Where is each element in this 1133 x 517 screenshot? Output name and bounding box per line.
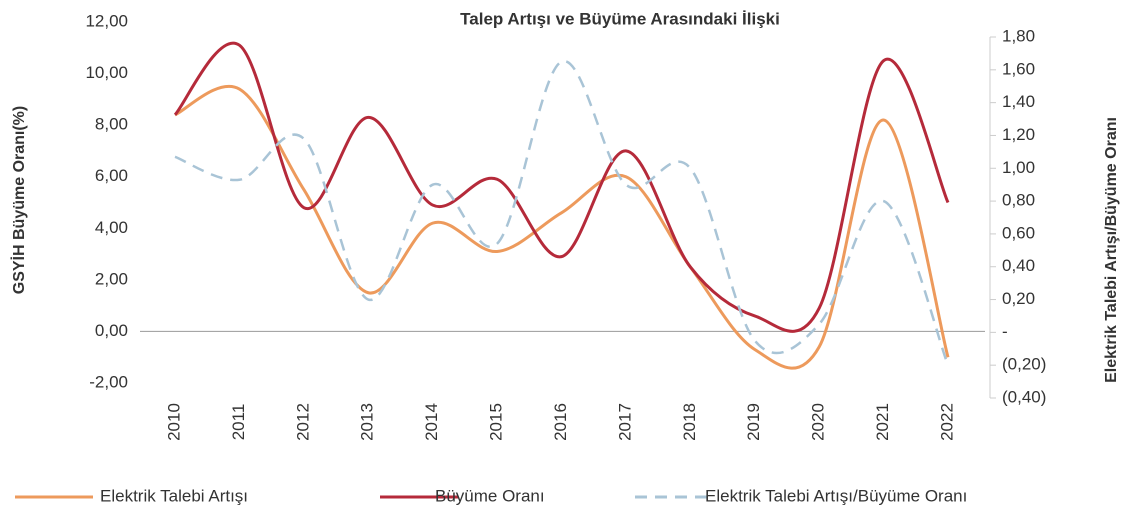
y2-tick-label: - [1002, 322, 1008, 341]
x-tick-label: 2019 [744, 403, 763, 441]
y-tick-label: 6,00 [95, 166, 128, 185]
x-tick-label: 2013 [358, 403, 377, 441]
x-tick-label: 2017 [615, 403, 634, 441]
chart-title: Talep Artışı ve Büyüme Arasındaki İlişki [460, 9, 780, 28]
y-tick-label: 0,00 [95, 321, 128, 340]
y2-tick-label: 0,20 [1002, 289, 1035, 308]
y2-tick-label: 1,60 [1002, 59, 1035, 78]
y2-tick-label: 0,40 [1002, 256, 1035, 275]
x-tick-label: 2015 [487, 403, 506, 441]
y2-tick-label: 1,80 [1002, 26, 1035, 45]
legend-label: Elektrik Talebi Artışı/Büyüme Oranı [705, 486, 967, 505]
x-tick-label: 2018 [680, 403, 699, 441]
x-tick-label: 2012 [293, 403, 312, 441]
y2-tick-label: 0,60 [1002, 223, 1035, 242]
y2-axis-title: Elektrik Talebi Artışı/Büyüme Oranı [1103, 117, 1120, 383]
y-tick-label: 8,00 [95, 115, 128, 134]
series-line [173, 41, 950, 333]
y2-tick-label: 1,00 [1002, 158, 1035, 177]
x-tick-label: 2011 [229, 404, 248, 441]
y-tick-label: -2,00 [89, 372, 128, 391]
y2-tick-label: 1,40 [1002, 92, 1035, 111]
series-line [174, 60, 950, 366]
x-tick-label: 2021 [873, 403, 892, 441]
y-tick-label: 2,00 [95, 269, 128, 288]
y-tick-label: 10,00 [85, 63, 128, 82]
legend-label: Elektrik Talebi Artışı [100, 486, 248, 505]
series-line [174, 85, 950, 370]
y-tick-label: 12,00 [85, 11, 128, 30]
x-tick-label: 2014 [422, 403, 441, 441]
x-tick-label: 2016 [551, 403, 570, 441]
y2-tick-label: (0,40) [1002, 387, 1046, 406]
y2-tick-label: (0,20) [1002, 355, 1046, 374]
y-tick-label: 4,00 [95, 218, 128, 237]
x-tick-label: 2022 [937, 403, 956, 441]
legend-label: Büyüme Oranı [435, 486, 545, 505]
x-tick-label: 2020 [809, 403, 828, 441]
x-tick-label: 2010 [164, 403, 183, 441]
y2-tick-label: 1,20 [1002, 125, 1035, 144]
y-axis-title: GSYİH Büyüme Oranı(%) [10, 106, 28, 294]
y2-tick-label: 0,80 [1002, 191, 1035, 210]
